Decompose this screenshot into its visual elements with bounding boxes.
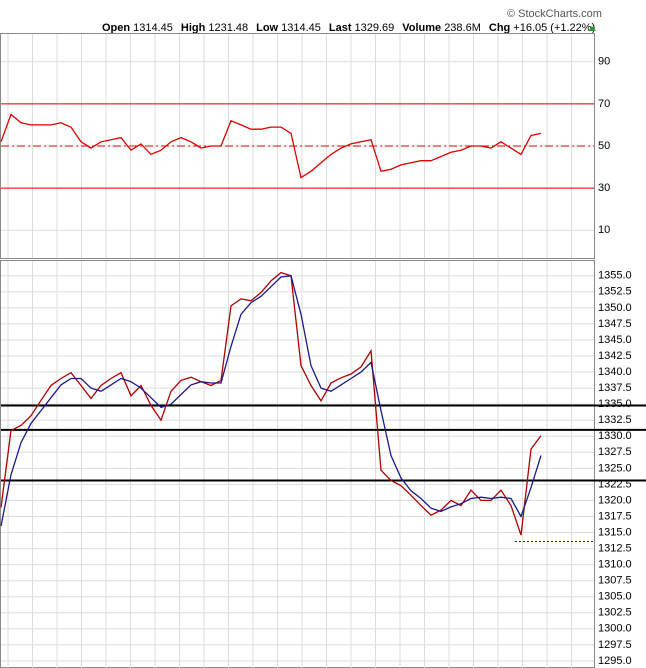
up-arrow xyxy=(588,26,596,31)
rsi-panel xyxy=(0,33,595,259)
y-tick-label: 1315.0 xyxy=(598,526,632,538)
quote-label: High xyxy=(181,22,206,34)
quote-label: Volume xyxy=(402,22,441,34)
y-tick-label: 1325.0 xyxy=(598,462,632,474)
y-tick-label: 1340.0 xyxy=(598,366,632,378)
y-tick-label: 1347.5 xyxy=(598,318,632,330)
y-tick-label: 1327.5 xyxy=(598,446,632,458)
y-tick-label: 1312.5 xyxy=(598,543,632,555)
quote-value: 1231.48 xyxy=(208,22,248,34)
y-tick-label: 50 xyxy=(598,140,610,152)
y-tick-label: 1320.0 xyxy=(598,494,632,506)
y-tick-label: 1295.0 xyxy=(598,655,632,667)
quote-label: Low xyxy=(256,22,278,34)
quote-value: +16.05 (+1.22%) xyxy=(513,22,595,34)
quote-value: 238.6M xyxy=(444,22,481,34)
price-panel xyxy=(0,260,595,668)
y-tick-label: 1350.0 xyxy=(598,302,632,314)
y-tick-label: 1305.0 xyxy=(598,591,632,603)
y-tick-label: 10 xyxy=(598,224,610,236)
y-tick-label: 30 xyxy=(598,182,610,194)
quote-label: Last xyxy=(329,22,352,34)
quote-label: Open xyxy=(102,22,130,34)
y-tick-label: 1297.5 xyxy=(598,639,632,651)
quote-value: 1329.69 xyxy=(355,22,395,34)
y-tick-label: 90 xyxy=(598,56,610,68)
y-tick-label: 1335.0 xyxy=(598,398,632,410)
y-tick-label: 1317.5 xyxy=(598,510,632,522)
y-tick-label: 1355.0 xyxy=(598,270,632,282)
series-line xyxy=(0,113,542,179)
y-tick-label: 1332.5 xyxy=(598,414,632,426)
y-tick-label: 1307.5 xyxy=(598,575,632,587)
y-tick-label: 1310.0 xyxy=(598,559,632,571)
quote-bar: Open 1314.45 High 1231.48 Low 1314.45 Last 1329… xyxy=(102,22,595,34)
y-tick-label: 1337.5 xyxy=(598,382,632,394)
series-line xyxy=(0,275,542,527)
y-tick-label: 1352.5 xyxy=(598,286,632,298)
source: © StockCharts.com xyxy=(507,8,602,20)
y-tick-label: 1342.5 xyxy=(598,350,632,362)
quote-value: 1314.45 xyxy=(281,22,321,34)
y-tick-label: 1330.0 xyxy=(598,430,632,442)
y-tick-label: 1302.5 xyxy=(598,607,632,619)
y-tick-label: 1345.0 xyxy=(598,334,632,346)
y-tick-label: 70 xyxy=(598,98,610,110)
y-tick-label: 1300.0 xyxy=(598,623,632,635)
quote-value: 1314.45 xyxy=(133,22,173,34)
quote-label: Chg xyxy=(489,22,510,34)
series-line xyxy=(0,271,542,536)
